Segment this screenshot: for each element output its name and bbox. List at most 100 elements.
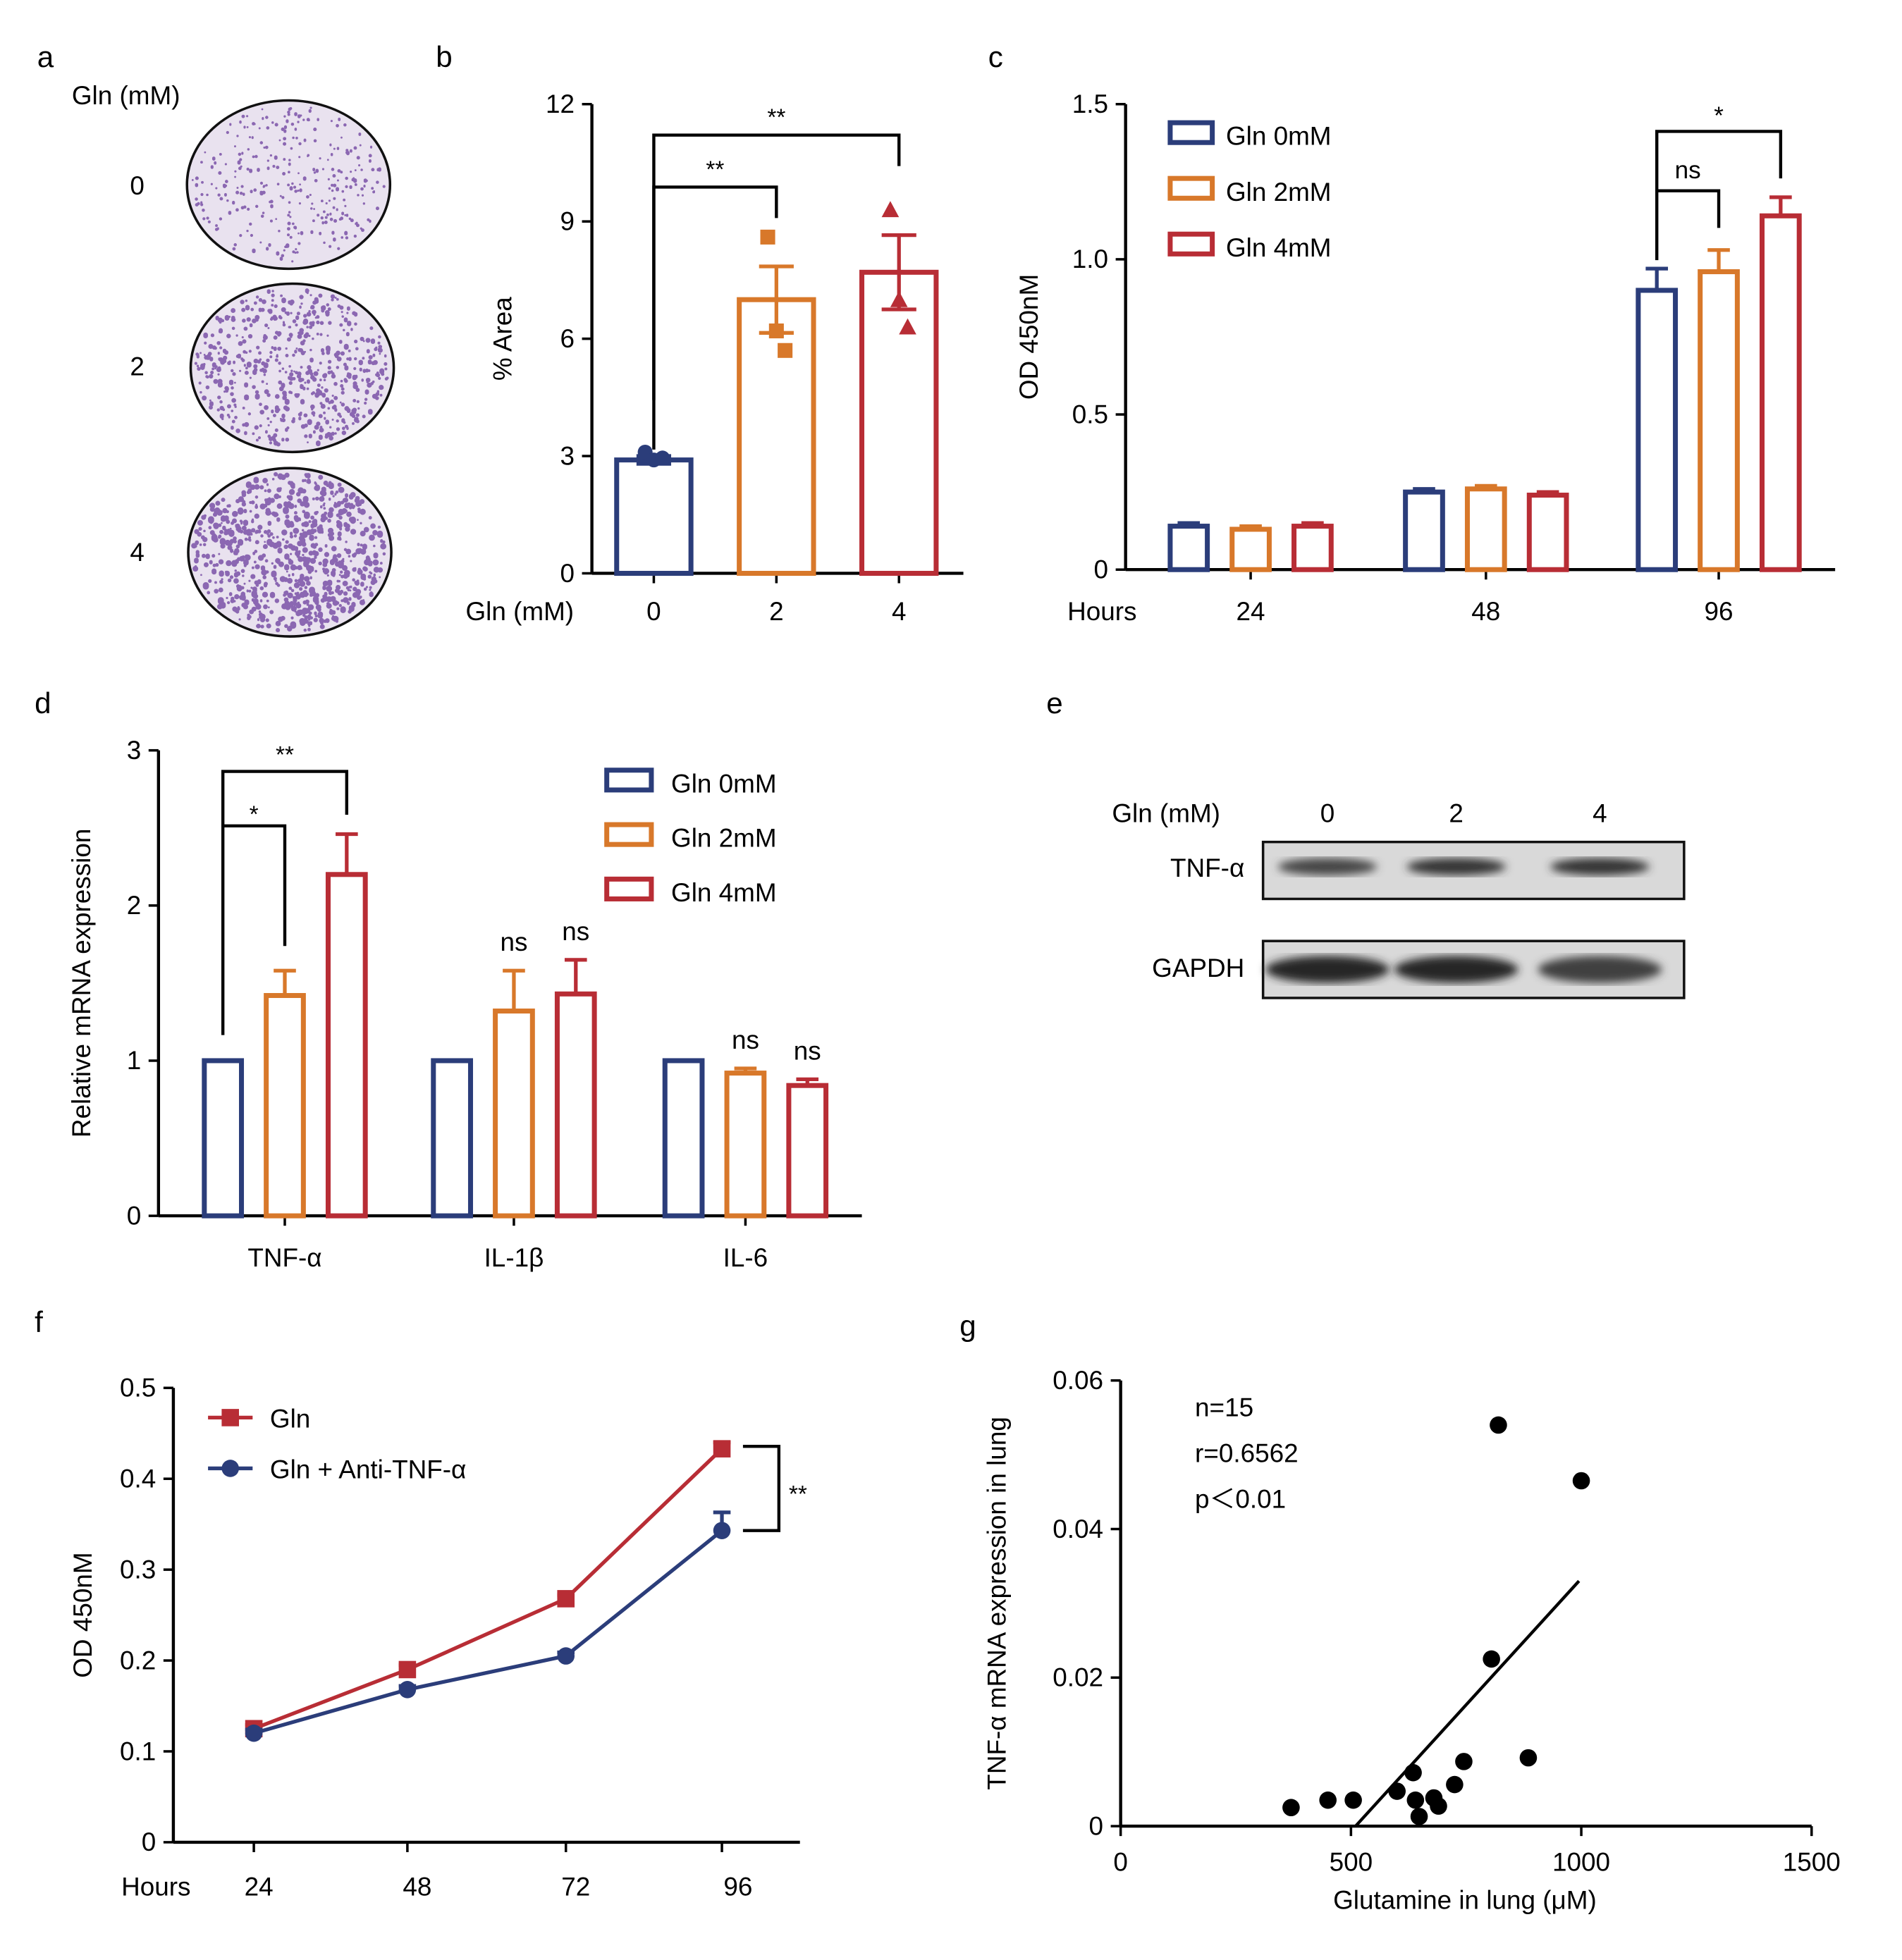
blot-row-label-gapdh: GAPDH (1152, 954, 1244, 982)
data-point (655, 450, 670, 466)
significance-label: * (250, 802, 259, 828)
x-tick-label: IL-1β (484, 1243, 544, 1272)
bar (202, 1058, 245, 1219)
blot-band (1265, 956, 1389, 983)
panel-label-g: g (959, 1309, 976, 1342)
bar (1229, 526, 1272, 572)
bar (614, 457, 694, 576)
data-point (1483, 1650, 1500, 1668)
data-point (1388, 1782, 1406, 1800)
bar (493, 1009, 535, 1219)
legend-label: Gln + Anti-TNF-α (270, 1455, 466, 1484)
data-point (1344, 1791, 1362, 1809)
data-point (1406, 1791, 1425, 1809)
data-point (1319, 1791, 1337, 1809)
panel-label-f: f (35, 1305, 43, 1338)
data-point (1410, 1808, 1428, 1825)
y-tick-label: 12 (546, 90, 575, 118)
x-tick-label: 24 (1237, 597, 1265, 626)
panel-g-correlation-scatter: 0 0.02 0.04 0.06 TNF-α mRNA expression in lu… (982, 1366, 1841, 1915)
significance-bracket (742, 1444, 781, 1532)
legend-swatch (604, 768, 654, 793)
significance-label: ** (789, 1481, 807, 1508)
legend-label: Gln 2mM (1226, 178, 1332, 207)
data-point (713, 1440, 731, 1457)
bar (431, 1058, 473, 1219)
y-tick-label: 3 (127, 736, 142, 765)
panel-label-e: e (1046, 686, 1062, 720)
legend-marker (221, 1409, 240, 1426)
x-axis-label: Glutamine in lung (μM) (1333, 1886, 1597, 1915)
blot-band (1550, 858, 1650, 876)
panel-a-row-label-0: 0 (130, 171, 145, 200)
significance-label: ns (500, 927, 527, 956)
bar (1464, 486, 1507, 572)
data-point (778, 343, 793, 358)
significance-bracket (1655, 189, 1721, 261)
panel-label-b: b (436, 40, 452, 73)
y-axis-label: % Area (488, 297, 517, 381)
legend-marker (221, 1460, 240, 1477)
x-tick-label: 1000 (1552, 1847, 1610, 1876)
colony-dots (191, 471, 387, 633)
bar (1291, 524, 1334, 572)
legend-label: Gln 2mM (671, 824, 777, 853)
panel-d-mrna-bar-chart: 0 1 2 3 Relative mRNA expression TNF-α IL-1β IL… (67, 736, 862, 1272)
x-tick-label: 72 (561, 1872, 590, 1901)
blot-lane-label: 4 (1593, 799, 1607, 828)
colony-dots (194, 288, 389, 447)
legend-label: Gln 0mM (1226, 122, 1332, 151)
data-point (1282, 1799, 1300, 1817)
panel-a-header: Gln (mM) (72, 81, 180, 110)
data-point (557, 1590, 575, 1608)
panel-label-c: c (988, 40, 1003, 73)
x-axis-label: Gln (mM) (465, 597, 574, 626)
panel-e-western-blot: Gln (mM) 0 2 4 TNF-α GAPDH (1112, 799, 1686, 999)
data-point (713, 1522, 731, 1539)
y-axis-label: Relative mRNA expression (67, 829, 96, 1138)
y-tick-label: 0 (142, 1828, 157, 1856)
data-point (768, 323, 784, 339)
significance-label: ** (767, 105, 785, 131)
y-tick-label: 1 (127, 1046, 142, 1075)
panel-a-colony-plates: Gln (mM) 0 2 4 (72, 81, 395, 638)
bar (1636, 288, 1679, 572)
panel-e-header: Gln (mM) (1112, 799, 1220, 828)
y-tick-label: 1.0 (1072, 245, 1108, 273)
x-tick-label: 96 (723, 1872, 752, 1901)
blot-lane-label: 2 (1449, 799, 1464, 828)
y-axis-label: OD 450nM (1014, 274, 1043, 400)
legend-swatch (1167, 120, 1215, 145)
series-line (253, 1529, 723, 1735)
y-tick-label: 0 (127, 1201, 142, 1230)
data-point (1404, 1763, 1422, 1782)
x-tick-label: 48 (1471, 597, 1500, 626)
data-point (1572, 1472, 1590, 1490)
data-point (398, 1681, 417, 1699)
x-tick-label: 0 (646, 597, 661, 626)
y-tick-label: 0.1 (120, 1737, 156, 1765)
blot-band (1394, 956, 1518, 983)
legend-swatch (1167, 231, 1215, 257)
data-point (398, 1660, 417, 1679)
y-tick-label: 0.06 (1053, 1366, 1103, 1395)
stats-text: n=15 (1195, 1393, 1253, 1422)
significance-bracket (221, 824, 287, 1035)
significance-bracket (1655, 130, 1783, 191)
y-tick-label: 6 (560, 324, 575, 353)
y-tick-label: 0 (1094, 555, 1109, 584)
panel-b-area-bar-chart: 0 3 6 9 12 % Area Gln (mM) 0 2 4 ** ** (465, 90, 964, 626)
bar (737, 297, 816, 576)
data-point (1430, 1797, 1447, 1815)
significance-label: ns (732, 1025, 759, 1054)
bar (1760, 213, 1802, 572)
panel-a-row-label-2: 4 (130, 538, 145, 567)
legend-label: Gln 0mM (671, 769, 777, 798)
y-tick-label: 0.4 (120, 1464, 156, 1493)
bar (859, 269, 939, 576)
bar (325, 872, 368, 1219)
significance-label: ns (562, 917, 589, 946)
significance-label: ** (706, 156, 724, 183)
y-axis-label: TNF-α mRNA expression in lung (982, 1417, 1011, 1790)
